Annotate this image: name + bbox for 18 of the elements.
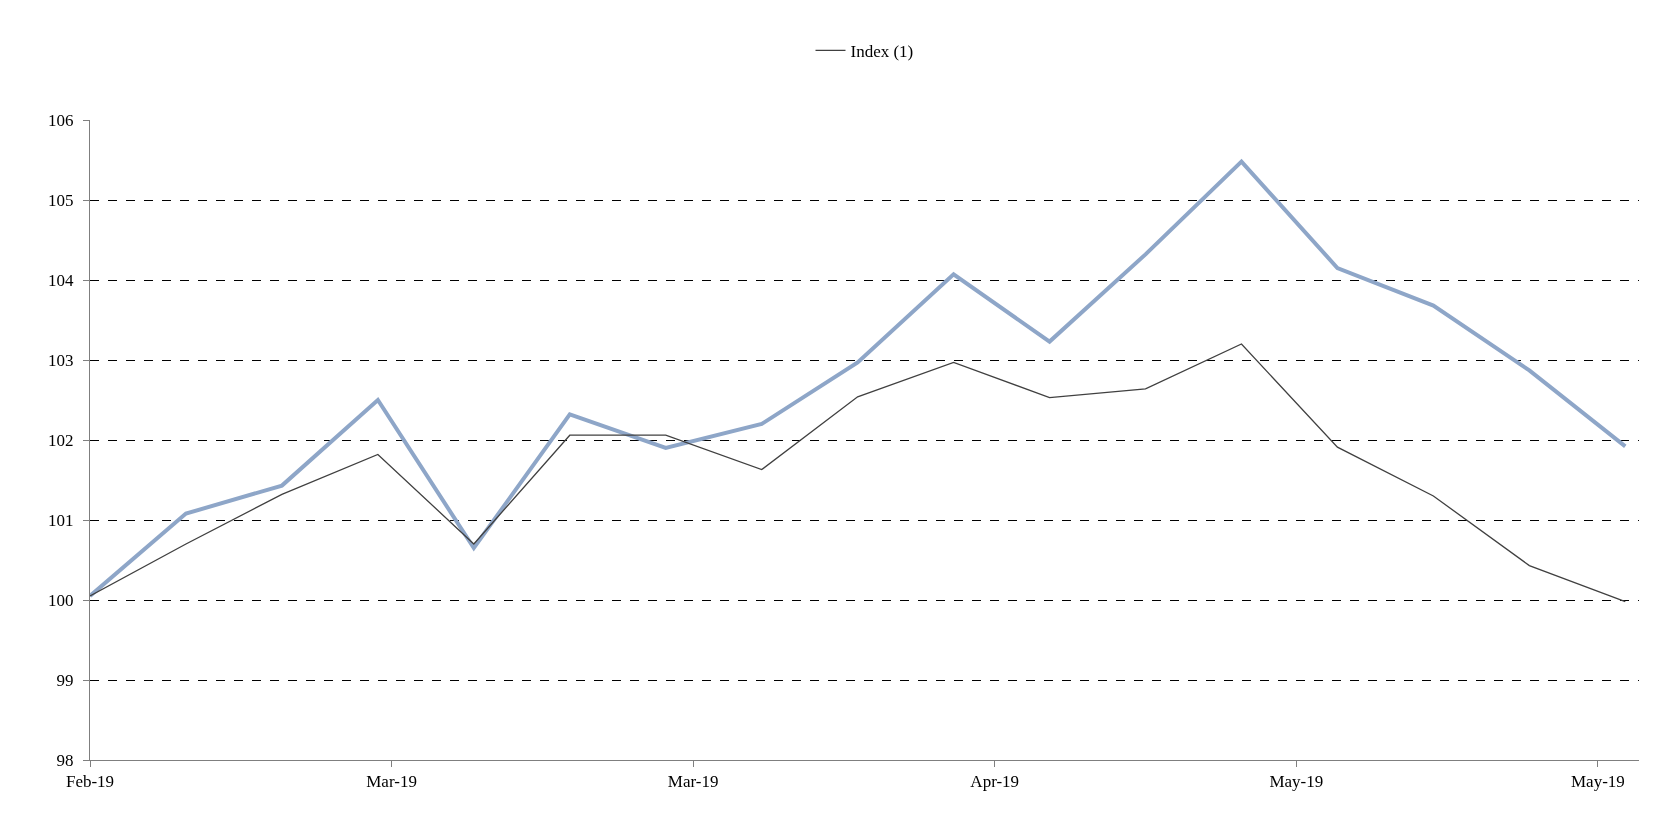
x-tick-label: May-19 xyxy=(1269,772,1324,792)
x-tick-label: May-19 xyxy=(1570,772,1625,792)
y-tick-label: 99 xyxy=(56,670,74,690)
line-series xyxy=(90,343,1626,603)
y-tick-label: 104 xyxy=(48,270,75,290)
x-tick-label: Mar-19 xyxy=(366,772,417,792)
x-tick-label: Feb-19 xyxy=(65,772,115,792)
y-tick-label: 100 xyxy=(48,590,74,610)
x-tick-label: Apr-19 xyxy=(970,772,1020,792)
line-series xyxy=(90,159,1628,598)
y-tick-label: 105 xyxy=(48,190,74,210)
y-tick-label: 101 xyxy=(48,510,74,530)
y-tick-label: 103 xyxy=(48,350,74,370)
y-tick-label: 98 xyxy=(56,750,74,770)
y-tick-label: 102 xyxy=(48,430,74,450)
y-tick-label: 106 xyxy=(48,110,74,130)
legend-label: Index (1) xyxy=(850,41,914,61)
x-tick-label: Mar-19 xyxy=(667,772,719,792)
